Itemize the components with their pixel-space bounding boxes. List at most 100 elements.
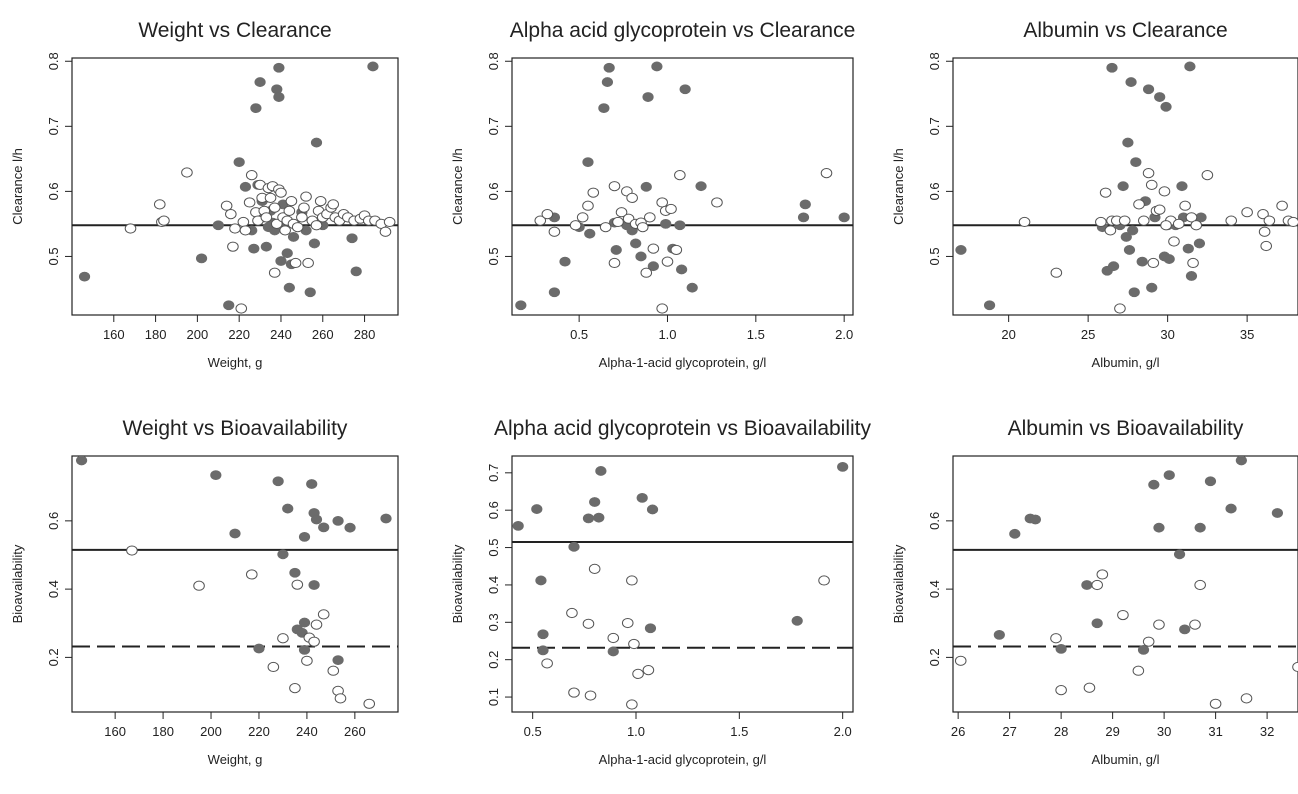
data-point-filled	[298, 644, 311, 655]
data-point-open	[1050, 633, 1062, 644]
data-point-open	[1187, 257, 1199, 269]
x-tick-label: 180	[152, 724, 174, 739]
data-point-open	[1263, 215, 1276, 226]
x-tick-label: 28	[1054, 724, 1068, 739]
data-point-filled	[595, 466, 607, 476]
data-point-filled	[548, 287, 561, 298]
data-point-filled	[282, 503, 294, 514]
data-point-open	[1095, 216, 1107, 228]
y-axis-label: Bioavailability	[10, 544, 25, 623]
data-point-filled	[1125, 77, 1137, 87]
data-point-filled	[1194, 522, 1206, 533]
data-point-filled	[298, 617, 311, 628]
data-point-open	[568, 687, 580, 698]
data-point-open	[1142, 636, 1155, 647]
y-tick-label: 0.7	[927, 117, 942, 135]
data-point-open	[582, 618, 595, 629]
data-point-open	[245, 170, 258, 181]
data-point-filled	[304, 287, 316, 298]
data-point-open	[820, 168, 833, 179]
data-point-open	[1160, 220, 1172, 231]
data-point-open	[1201, 170, 1214, 181]
data-point-filled	[640, 181, 652, 192]
data-point-open	[1153, 204, 1166, 215]
data-point-filled	[306, 479, 318, 489]
data-point-filled	[212, 220, 224, 231]
x-axis-label: Albumin, g/l	[1092, 752, 1160, 767]
data-point-filled	[955, 245, 967, 255]
data-point-filled	[273, 92, 285, 102]
data-point-open	[1083, 682, 1096, 693]
plot-frame	[952, 57, 1298, 316]
x-tick-label: 2.0	[835, 327, 853, 342]
x-tick-label: 0.5	[570, 327, 588, 342]
data-point-filled	[1153, 522, 1165, 533]
x-tick-label: 1.0	[658, 327, 676, 342]
data-point-open	[300, 191, 312, 202]
panel-6: Albumin vs Bioavailability 26 27 28 29 30 31 32…	[891, 417, 1298, 767]
data-point-open	[317, 609, 330, 620]
data-point-open	[379, 226, 392, 237]
data-point-open	[302, 257, 314, 269]
data-point-filled	[603, 62, 615, 73]
y-tick-label: 0.7	[486, 464, 501, 482]
data-point-open	[264, 192, 277, 203]
data-point-open	[275, 187, 287, 198]
data-point-filled	[272, 476, 284, 487]
data-point-filled	[582, 157, 594, 168]
y-tick-label: 0.4	[927, 580, 942, 598]
data-point-filled	[1204, 476, 1217, 487]
data-point-filled	[582, 513, 595, 524]
data-point-open	[267, 661, 280, 673]
y-tick-label: 0.7	[486, 117, 501, 135]
data-point-open	[1099, 187, 1112, 198]
data-point-open	[656, 197, 668, 208]
data-point-open	[1225, 215, 1238, 226]
data-point-open	[1189, 619, 1201, 630]
data-point-open	[363, 698, 376, 709]
data-point-open	[588, 563, 601, 574]
plot-area	[72, 61, 398, 314]
data-point-filled	[635, 251, 647, 262]
data-point-filled	[1081, 580, 1093, 590]
plot-area	[512, 461, 853, 710]
x-tick-label: 30	[1160, 327, 1174, 342]
data-point-open	[1241, 207, 1253, 218]
data-point-open	[243, 197, 256, 208]
data-point-filled	[676, 264, 688, 275]
data-point-open	[661, 256, 674, 267]
data-point-open	[1050, 267, 1063, 278]
data-point-filled	[686, 282, 698, 293]
data-point-open	[665, 203, 677, 215]
y-axis-label: Clearance l/h	[450, 148, 465, 225]
data-point-open	[582, 200, 594, 211]
chart-title: Alpha acid glycoprotein vs Clearance	[510, 19, 856, 42]
data-point-open	[1104, 225, 1117, 236]
data-point-filled	[593, 512, 605, 523]
data-point-filled	[1179, 624, 1191, 635]
data-point-open	[237, 216, 250, 228]
data-point-filled	[1160, 101, 1172, 112]
data-point-filled	[239, 181, 252, 192]
chart-title: Albumin vs Clearance	[1023, 19, 1227, 42]
data-point-filled	[289, 567, 301, 578]
data-point-open	[1145, 179, 1158, 190]
x-tick-label: 280	[354, 327, 376, 342]
data-point-filled	[273, 62, 285, 73]
data-point-open	[291, 579, 304, 590]
data-point-open	[285, 196, 298, 207]
data-point-filled	[531, 504, 543, 514]
data-point-filled	[674, 220, 686, 231]
data-point-open	[1114, 303, 1126, 314]
y-tick-label: 0.6	[927, 512, 942, 530]
y-tick-label: 0.5	[486, 247, 501, 265]
y-tick-label: 0.6	[486, 182, 501, 200]
x-tick-label: 220	[248, 724, 270, 739]
data-point-open	[383, 216, 396, 228]
data-point-open	[327, 199, 340, 210]
x-tick-label: 2.0	[834, 724, 852, 739]
data-point-open	[954, 655, 967, 666]
data-point-filled	[647, 261, 659, 272]
x-tick-label: 1.5	[747, 327, 765, 342]
data-point-open	[1168, 236, 1180, 247]
